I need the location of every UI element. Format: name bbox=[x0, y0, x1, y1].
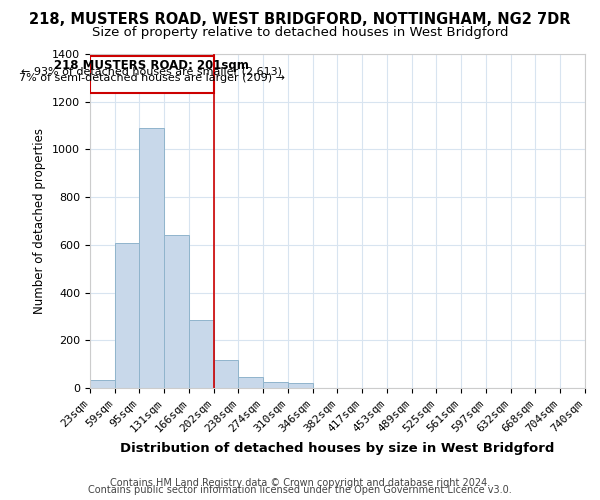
Text: Contains public sector information licensed under the Open Government Licence v3: Contains public sector information licen… bbox=[88, 485, 512, 495]
Bar bbox=[164, 236, 189, 388]
Bar bbox=[90, 56, 214, 94]
Bar bbox=[263, 382, 288, 388]
Text: 7% of semi-detached houses are larger (209) →: 7% of semi-detached houses are larger (2… bbox=[19, 73, 285, 83]
Text: 218 MUSTERS ROAD: 201sqm: 218 MUSTERS ROAD: 201sqm bbox=[55, 60, 249, 72]
Bar bbox=[139, 128, 164, 388]
Bar bbox=[238, 378, 263, 388]
Text: 218, MUSTERS ROAD, WEST BRIDGFORD, NOTTINGHAM, NG2 7DR: 218, MUSTERS ROAD, WEST BRIDGFORD, NOTTI… bbox=[29, 12, 571, 28]
Text: Size of property relative to detached houses in West Bridgford: Size of property relative to detached ho… bbox=[92, 26, 508, 39]
Text: ← 93% of detached houses are smaller (2,613): ← 93% of detached houses are smaller (2,… bbox=[21, 66, 282, 76]
Bar bbox=[115, 242, 139, 388]
Text: Contains HM Land Registry data © Crown copyright and database right 2024.: Contains HM Land Registry data © Crown c… bbox=[110, 478, 490, 488]
Bar bbox=[90, 380, 115, 388]
Bar bbox=[189, 320, 214, 388]
X-axis label: Distribution of detached houses by size in West Bridgford: Distribution of detached houses by size … bbox=[120, 442, 554, 455]
Bar bbox=[214, 360, 238, 388]
Y-axis label: Number of detached properties: Number of detached properties bbox=[34, 128, 46, 314]
Bar bbox=[288, 384, 313, 388]
